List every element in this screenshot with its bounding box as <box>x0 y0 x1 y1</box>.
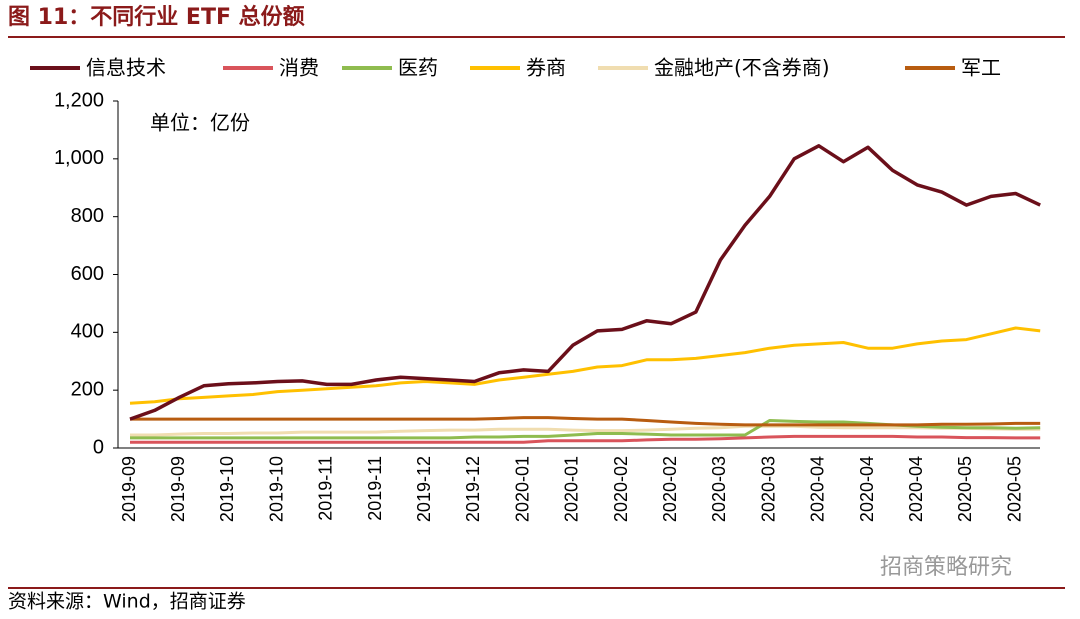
x-tick-label: 2020-03 <box>709 456 729 522</box>
x-tick-label: 2019-11 <box>316 456 336 521</box>
x-tick-label: 2020-01 <box>512 456 532 522</box>
y-tick-label: 600 <box>71 263 104 285</box>
x-tick-label: 2020-05 <box>955 456 975 522</box>
x-tick-label: 2020-03 <box>758 456 778 522</box>
series-line <box>130 434 1041 444</box>
x-tick-label: 2020-02 <box>660 456 680 522</box>
series-line <box>130 424 1041 437</box>
y-tick-label: 1,200 <box>54 89 104 111</box>
watermark: 招商策略研究 <box>880 555 1012 580</box>
legend-label: 券商 <box>526 56 566 80</box>
legend-label: 军工 <box>961 56 1001 80</box>
series-line <box>130 416 1041 427</box>
legend-label: 信息技术 <box>86 56 166 80</box>
y-tick-label: 400 <box>71 321 104 343</box>
legend-label: 医药 <box>398 56 438 80</box>
annotation: 单位：亿份 <box>150 111 250 135</box>
x-tick-label: 2019-11 <box>365 456 385 521</box>
x-tick-label: 2019-09 <box>119 456 139 522</box>
y-tick-label: 200 <box>71 378 104 400</box>
legend-label: 金融地产(不含券商) <box>654 56 830 80</box>
x-tick-label: 2019-10 <box>217 456 237 522</box>
source: 资料来源：Wind，招商证券 <box>8 591 246 613</box>
x-tick-label: 2019-12 <box>414 456 434 522</box>
y-tick-label: 800 <box>71 205 104 227</box>
series-line <box>129 144 1041 421</box>
x-tick-label: 2019-09 <box>168 456 188 522</box>
y-tick-label: 0 <box>93 436 104 458</box>
x-tick-label: 2020-02 <box>611 456 631 522</box>
x-tick-label: 2019-10 <box>266 456 286 522</box>
x-tick-label: 2020-04 <box>906 456 926 522</box>
x-tick-label: 2019-12 <box>463 456 483 522</box>
series-line <box>129 326 1041 405</box>
x-tick-label: 2020-04 <box>808 456 828 522</box>
y-tick-label: 1,000 <box>54 147 104 169</box>
x-tick-label: 2020-05 <box>1004 456 1024 522</box>
x-tick-label: 2020-01 <box>562 456 582 522</box>
x-tick-label: 2020-04 <box>857 456 877 522</box>
legend-label: 消费 <box>279 56 319 80</box>
chart-title: 图 11：不同行业 ETF 总份额 <box>8 4 305 30</box>
